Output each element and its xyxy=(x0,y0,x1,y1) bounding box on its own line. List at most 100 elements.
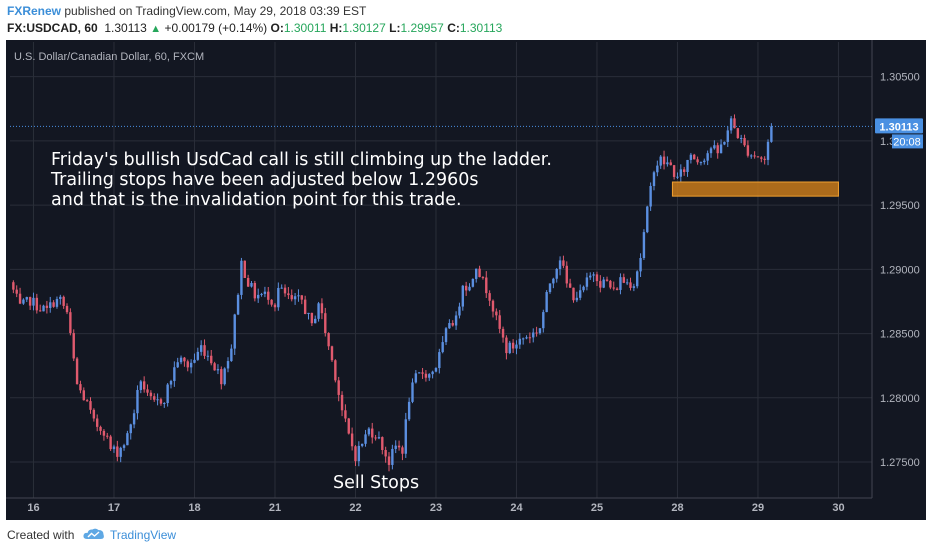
candle-body xyxy=(277,287,280,308)
candle-body xyxy=(92,409,96,419)
candle-body xyxy=(391,448,394,465)
candle-body xyxy=(260,293,263,295)
candle-body xyxy=(226,361,230,369)
candle-body xyxy=(176,362,179,368)
candle-body xyxy=(542,312,545,329)
candle-body xyxy=(662,156,666,165)
candle-body xyxy=(52,302,55,307)
candle-body xyxy=(672,165,676,177)
candle-body xyxy=(303,299,307,314)
candle-body xyxy=(659,156,662,166)
candle-body xyxy=(723,141,726,145)
author-link[interactable]: FXRenew xyxy=(7,4,62,18)
candle-body xyxy=(15,289,18,294)
candle-body xyxy=(384,450,387,457)
x-tick-label: 18 xyxy=(188,502,200,514)
candle-body xyxy=(451,323,454,326)
candle-body xyxy=(340,394,344,411)
candle-body xyxy=(293,296,297,300)
candle-body xyxy=(669,162,672,166)
candle-body xyxy=(475,268,478,279)
candle-body xyxy=(65,305,69,313)
candle-body xyxy=(381,437,384,451)
candle-body xyxy=(330,346,334,361)
candle-body xyxy=(713,145,716,149)
candle-body xyxy=(753,155,756,157)
candle-body xyxy=(307,312,310,314)
candle-body xyxy=(75,358,79,385)
candle-body xyxy=(230,348,233,362)
price-chart[interactable]: 1.305001.300001.295001.290001.285001.280… xyxy=(6,40,926,520)
candle-body xyxy=(55,298,59,307)
candle-body xyxy=(760,157,763,159)
candle-body xyxy=(729,118,733,131)
candle-body xyxy=(642,232,646,259)
candle-body xyxy=(558,260,562,269)
candle-body xyxy=(565,265,568,284)
candle-body xyxy=(240,260,243,295)
candle-body xyxy=(179,357,183,363)
candle-body xyxy=(397,445,401,448)
candle-body xyxy=(263,291,267,294)
candle-body xyxy=(169,381,173,385)
chart-area[interactable]: 1.305001.300001.295001.290001.285001.280… xyxy=(6,40,926,520)
candle-body xyxy=(501,328,505,338)
candle-body xyxy=(599,281,602,288)
candle-body xyxy=(552,278,555,284)
candle-body xyxy=(602,279,605,288)
candle-body xyxy=(49,302,52,308)
candle-body xyxy=(444,328,448,343)
ohlc-line: FX:USDCAD, 60 1.30113 ▲ +0.00179 (+0.14%… xyxy=(7,21,502,35)
sell-stops-label: Sell Stops xyxy=(333,473,419,493)
candle-body xyxy=(770,126,773,142)
candle-body xyxy=(733,118,736,129)
candle-body xyxy=(568,283,572,288)
chart-title: U.S. Dollar/Canadian Dollar, 60, FXCM xyxy=(14,51,204,63)
candle-body xyxy=(578,290,582,298)
candle-body xyxy=(682,169,686,172)
candle-body xyxy=(401,447,404,454)
candle-body xyxy=(102,430,106,436)
last-price-label: 1.30113 xyxy=(879,121,918,133)
candle-body xyxy=(505,337,508,354)
candle-body xyxy=(253,283,257,299)
candle-body xyxy=(562,260,565,266)
candle-body xyxy=(689,154,693,160)
candle-body xyxy=(22,299,25,304)
candle-body xyxy=(468,286,471,291)
candle-body xyxy=(136,389,139,414)
tradingview-cloud-icon[interactable] xyxy=(82,526,106,542)
candle-body xyxy=(424,373,428,378)
candle-body xyxy=(575,297,579,301)
candle-body xyxy=(464,285,468,291)
publish-line: FXRenew published on TradingView.com, Ma… xyxy=(7,4,366,18)
candle-body xyxy=(347,418,350,434)
y-tick-label: 1.30500 xyxy=(880,72,920,84)
candle-body xyxy=(324,313,327,334)
candle-body xyxy=(572,287,575,301)
candle-body xyxy=(404,419,407,454)
candle-body xyxy=(246,277,250,287)
candle-body xyxy=(354,446,357,462)
candle-body xyxy=(756,156,760,158)
tradingview-link[interactable]: TradingView xyxy=(110,528,177,542)
candle-body xyxy=(535,332,538,334)
price-change: +0.00179 (+0.14%) xyxy=(164,21,268,35)
candle-body xyxy=(495,311,498,316)
candle-body xyxy=(478,268,481,278)
candle-body xyxy=(79,384,82,391)
candle-body xyxy=(139,381,143,390)
candle-body xyxy=(250,283,253,287)
candle-body xyxy=(327,333,330,347)
candle-body xyxy=(619,277,622,290)
candle-body xyxy=(387,456,391,465)
candle-body xyxy=(612,287,615,289)
candle-body xyxy=(32,297,35,306)
candle-body xyxy=(45,305,49,308)
close-label: C: xyxy=(447,21,460,35)
publish-info: published on TradingView.com, May 29, 20… xyxy=(64,4,367,18)
candle-body xyxy=(69,312,72,334)
created-with-label: Created with xyxy=(7,528,75,542)
candle-body xyxy=(18,293,22,304)
candle-body xyxy=(461,285,465,307)
